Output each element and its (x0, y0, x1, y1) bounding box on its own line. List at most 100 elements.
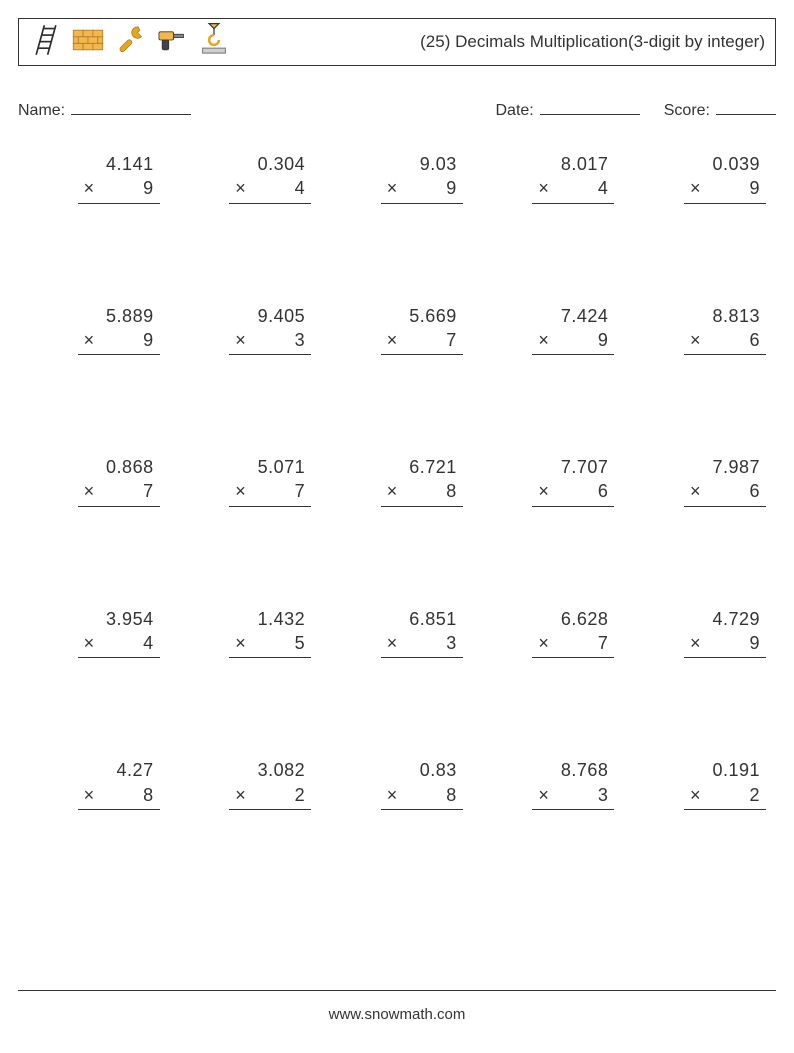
problem: 5.669×7 (331, 304, 463, 356)
problem-stack: 6.851×3 (381, 607, 463, 659)
worksheet-title: (25) Decimals Multiplication(3-digit by … (420, 32, 765, 52)
problem-stack: 0.191×2 (684, 758, 766, 810)
problem-stack: 3.954×4 (78, 607, 160, 659)
operator: × (690, 783, 721, 807)
problem: 9.405×3 (180, 304, 312, 356)
operator: × (538, 631, 569, 655)
problem: 7.707×6 (483, 455, 615, 507)
problem: 7.987×6 (634, 455, 766, 507)
multiplicand: 6.628 (532, 607, 614, 631)
problem-stack: 0.83×8 (381, 758, 463, 810)
multiplier-row: ×6 (684, 479, 766, 506)
operator: × (538, 328, 569, 352)
multiplier: 3 (598, 783, 609, 807)
multiplier-row: ×3 (532, 783, 614, 810)
multiplier: 7 (143, 479, 154, 503)
problem: 6.721×8 (331, 455, 463, 507)
multiplier: 6 (598, 479, 609, 503)
multiplier: 7 (295, 479, 306, 503)
multiplier: 7 (446, 328, 457, 352)
problem: 4.141×9 (28, 152, 160, 204)
multiplier: 3 (446, 631, 457, 655)
problem-stack: 4.729×9 (684, 607, 766, 659)
multiplier-row: ×6 (532, 479, 614, 506)
multiplier: 4 (598, 176, 609, 200)
multiplier-row: ×3 (229, 328, 311, 355)
operator: × (84, 783, 115, 807)
name-blank[interactable] (71, 96, 191, 115)
operator: × (84, 328, 115, 352)
multiplicand: 6.721 (381, 455, 463, 479)
multiplier-row: ×2 (684, 783, 766, 810)
multiplicand: 3.954 (78, 607, 160, 631)
date-blank[interactable] (540, 96, 640, 115)
problems-grid: 4.141×90.304×49.03×98.017×40.039×95.889×… (18, 152, 776, 810)
multiplicand: 8.768 (532, 758, 614, 782)
operator: × (538, 783, 569, 807)
problem: 6.851×3 (331, 607, 463, 659)
problem-stack: 0.304×4 (229, 152, 311, 204)
problem-stack: 6.628×7 (532, 607, 614, 659)
footer-text: www.snowmath.com (0, 1006, 794, 1023)
multiplier-row: ×7 (229, 479, 311, 506)
multiplicand: 5.669 (381, 304, 463, 328)
multiplicand: 7.707 (532, 455, 614, 479)
multiplier-row: ×9 (78, 176, 160, 203)
multiplier: 6 (749, 479, 760, 503)
multiplicand: 0.191 (684, 758, 766, 782)
operator: × (387, 631, 418, 655)
problem-stack: 8.017×4 (532, 152, 614, 204)
problem: 0.868×7 (28, 455, 160, 507)
problem-stack: 8.768×3 (532, 758, 614, 810)
multiplier: 2 (295, 783, 306, 807)
multiplier: 4 (143, 631, 154, 655)
operator: × (387, 176, 418, 200)
multiplier: 9 (749, 176, 760, 200)
date-label: Date: (496, 102, 534, 120)
problem-stack: 4.141×9 (78, 152, 160, 204)
multiplicand: 4.27 (78, 758, 160, 782)
problem: 3.082×2 (180, 758, 312, 810)
operator: × (235, 328, 266, 352)
score-label: Score: (664, 102, 710, 120)
problem-stack: 7.424×9 (532, 304, 614, 356)
problem-stack: 8.813×6 (684, 304, 766, 356)
multiplier-row: ×9 (684, 631, 766, 658)
info-row: Name: Date: Score: (18, 96, 776, 120)
multiplicand: 5.889 (78, 304, 160, 328)
problem-stack: 5.889×9 (78, 304, 160, 356)
ladder-icon (29, 22, 63, 63)
multiplicand: 7.424 (532, 304, 614, 328)
problem-stack: 9.405×3 (229, 304, 311, 356)
operator: × (387, 783, 418, 807)
problem: 8.813×6 (634, 304, 766, 356)
problem: 8.768×3 (483, 758, 615, 810)
problem-stack: 0.039×9 (684, 152, 766, 204)
problem: 6.628×7 (483, 607, 615, 659)
multiplier-row: ×4 (532, 176, 614, 203)
multiplier-row: ×7 (381, 328, 463, 355)
problem-stack: 3.082×2 (229, 758, 311, 810)
multiplicand: 8.017 (532, 152, 614, 176)
problem: 5.071×7 (180, 455, 312, 507)
multiplicand: 0.868 (78, 455, 160, 479)
problem-stack: 0.868×7 (78, 455, 160, 507)
multiplier: 9 (143, 176, 154, 200)
multiplier: 8 (446, 479, 457, 503)
problem-stack: 5.071×7 (229, 455, 311, 507)
problem-stack: 9.03×9 (381, 152, 463, 204)
score-blank[interactable] (716, 96, 776, 115)
problem-stack: 7.707×6 (532, 455, 614, 507)
multiplier-row: ×9 (381, 176, 463, 203)
multiplier: 8 (143, 783, 154, 807)
multiplier: 3 (295, 328, 306, 352)
multiplier: 9 (446, 176, 457, 200)
multiplier-row: ×9 (78, 328, 160, 355)
operator: × (690, 631, 721, 655)
problem-stack: 5.669×7 (381, 304, 463, 356)
problem: 0.191×2 (634, 758, 766, 810)
multiplier: 6 (749, 328, 760, 352)
operator: × (690, 328, 721, 352)
operator: × (235, 479, 266, 503)
multiplier: 5 (295, 631, 306, 655)
